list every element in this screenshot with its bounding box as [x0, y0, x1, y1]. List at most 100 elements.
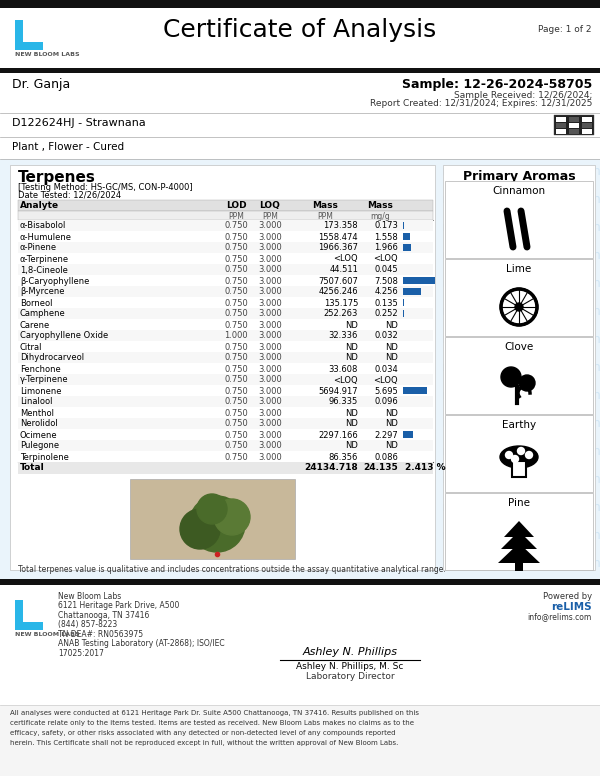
- Text: 3.000: 3.000: [258, 244, 282, 252]
- Text: 3.000: 3.000: [258, 420, 282, 428]
- Circle shape: [501, 367, 521, 387]
- Text: Sample: 12-26-2024-58705: Sample: 12-26-2024-58705: [402, 78, 592, 91]
- Bar: [18, 253, 433, 264]
- Text: nnnn: nnnn: [394, 333, 425, 346]
- Text: nnnn: nnnn: [538, 417, 569, 430]
- Text: 0.750: 0.750: [224, 265, 248, 275]
- Text: nnnn: nnnn: [538, 473, 569, 486]
- Text: 0.086: 0.086: [374, 452, 398, 462]
- Text: nnnn: nnnn: [538, 165, 569, 178]
- Text: nnnn: nnnn: [394, 445, 425, 458]
- Text: 1558.474: 1558.474: [319, 233, 358, 241]
- Text: 0.045: 0.045: [374, 265, 398, 275]
- Text: nnnn: nnnn: [58, 417, 89, 430]
- Text: nnnn: nnnn: [346, 529, 377, 542]
- Text: α-Humulene: α-Humulene: [20, 233, 72, 241]
- Text: nnnn: nnnn: [58, 333, 89, 346]
- Text: LOD: LOD: [226, 201, 247, 210]
- Text: nnnn: nnnn: [538, 361, 569, 374]
- Bar: [18, 242, 433, 253]
- Text: nnnn: nnnn: [490, 445, 521, 458]
- Bar: [18, 440, 433, 451]
- Text: nnnn: nnnn: [490, 165, 521, 178]
- Text: 3.000: 3.000: [258, 265, 282, 275]
- Text: nnnn: nnnn: [346, 277, 377, 290]
- Text: nnnn: nnnn: [250, 305, 281, 318]
- Text: nnnn: nnnn: [442, 361, 473, 374]
- Bar: [0, 68, 600, 73]
- Text: nnnn: nnnn: [154, 445, 185, 458]
- Text: nnnn: nnnn: [58, 361, 89, 374]
- Text: 3.000: 3.000: [258, 408, 282, 417]
- Text: 33.608: 33.608: [329, 365, 358, 373]
- Text: nnnn: nnnn: [154, 333, 185, 346]
- Text: nnnn: nnnn: [106, 445, 137, 458]
- Bar: [0, 73, 600, 113]
- Text: nnnn: nnnn: [298, 361, 329, 374]
- Text: 1.558: 1.558: [374, 233, 398, 241]
- Text: ND: ND: [345, 342, 358, 352]
- Text: nnnn: nnnn: [202, 501, 233, 514]
- Text: 0.750: 0.750: [224, 452, 248, 462]
- Bar: [582, 129, 592, 134]
- Text: nnnn: nnnn: [442, 417, 473, 430]
- Text: nnnn: nnnn: [346, 445, 377, 458]
- Text: 0.750: 0.750: [224, 287, 248, 296]
- Text: nnnn: nnnn: [442, 249, 473, 262]
- Text: nnnn: nnnn: [346, 557, 377, 570]
- Text: ND: ND: [345, 408, 358, 417]
- Text: nnnn: nnnn: [106, 389, 137, 402]
- Text: nnnn: nnnn: [250, 193, 281, 206]
- Text: (844) 857-8223: (844) 857-8223: [58, 621, 117, 629]
- Text: β-Myrcene: β-Myrcene: [20, 287, 65, 296]
- Text: ND: ND: [385, 420, 398, 428]
- Bar: [582, 117, 592, 122]
- Text: nnnn: nnnn: [298, 389, 329, 402]
- Text: nnnn: nnnn: [298, 417, 329, 430]
- Text: 252.263: 252.263: [323, 310, 358, 318]
- Text: Report Created: 12/31/2024; Expires: 12/31/2025: Report Created: 12/31/2024; Expires: 12/…: [370, 99, 592, 108]
- Text: nnnn: nnnn: [490, 473, 521, 486]
- Text: nnnn: nnnn: [490, 389, 521, 402]
- Text: 4.256: 4.256: [374, 287, 398, 296]
- Text: 0.034: 0.034: [374, 365, 398, 373]
- Text: nnnn: nnnn: [250, 277, 281, 290]
- Text: nnnn: nnnn: [154, 501, 185, 514]
- Text: 24134.718: 24134.718: [304, 463, 358, 473]
- Text: nnnn: nnnn: [298, 557, 329, 570]
- Text: nnnn: nnnn: [10, 389, 41, 402]
- Text: nnnn: nnnn: [58, 221, 89, 234]
- Bar: [18, 451, 433, 462]
- Text: nnnn: nnnn: [442, 473, 473, 486]
- Text: Cinnamon: Cinnamon: [493, 186, 545, 196]
- Text: nnnn: nnnn: [106, 193, 137, 206]
- Bar: [18, 286, 433, 297]
- Text: nnnn: nnnn: [202, 305, 233, 318]
- Text: nnnn: nnnn: [298, 277, 329, 290]
- Text: 0.750: 0.750: [224, 386, 248, 396]
- Text: Dihydrocarveol: Dihydrocarveol: [20, 354, 84, 362]
- Text: nnnn: nnnn: [394, 249, 425, 262]
- Text: 0.750: 0.750: [224, 320, 248, 330]
- Text: 4256.246: 4256.246: [319, 287, 358, 296]
- Text: NEW BLOOM LABS: NEW BLOOM LABS: [15, 52, 80, 57]
- Text: nnnn: nnnn: [538, 305, 569, 318]
- Text: nnnn: nnnn: [250, 529, 281, 542]
- Text: nnnn: nnnn: [154, 361, 185, 374]
- Text: nnnn: nnnn: [10, 305, 41, 318]
- Text: Fenchone: Fenchone: [20, 365, 61, 373]
- Text: 3.000: 3.000: [258, 310, 282, 318]
- Bar: [0, 137, 600, 159]
- Bar: [0, 705, 600, 776]
- Text: ND: ND: [385, 442, 398, 451]
- Text: nnnn: nnnn: [298, 473, 329, 486]
- Text: nnnn: nnnn: [58, 249, 89, 262]
- Text: Pine: Pine: [508, 498, 530, 508]
- Text: [Testing Method: HS-GC/MS, CON-P-4000]: [Testing Method: HS-GC/MS, CON-P-4000]: [18, 183, 193, 192]
- Text: nnnn: nnnn: [250, 473, 281, 486]
- Text: nnnn: nnnn: [538, 529, 569, 542]
- Circle shape: [515, 303, 523, 311]
- Bar: [569, 117, 579, 122]
- Text: Date Tested: 12/26/2024: Date Tested: 12/26/2024: [18, 191, 121, 200]
- Text: 0.750: 0.750: [224, 431, 248, 439]
